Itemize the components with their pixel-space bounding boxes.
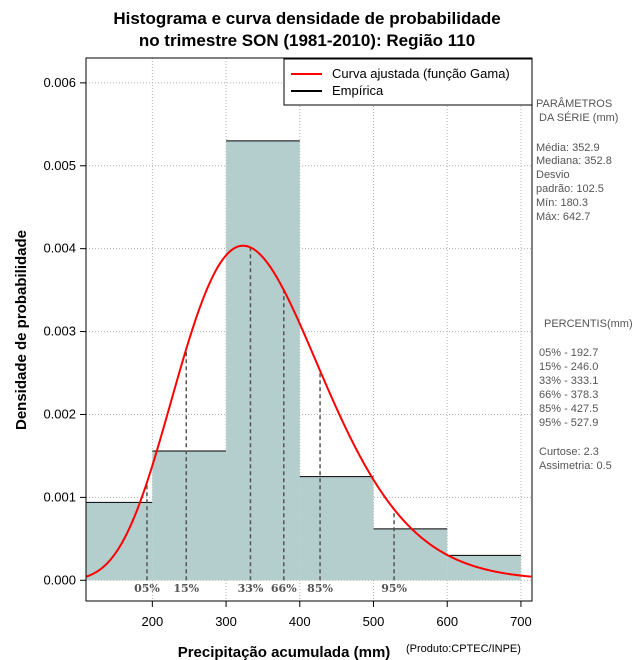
y-tick-label: 0.000 [43, 572, 76, 587]
histogram-bar [86, 502, 153, 581]
x-tick-label: 300 [215, 614, 237, 629]
percentile-label: 85% [307, 582, 333, 595]
percentis-line: 95% - 527.9 [539, 417, 598, 429]
params-panel: PARÂMETROS DA SÉRIE (mm) Média: 352.9 Me… [536, 97, 618, 223]
percentis-title: PERCENTIS(mm) [544, 318, 633, 330]
x-axis-label: Precipitação acumulada (mm) [178, 644, 391, 660]
percentis-line: 05% - 192.7 [539, 347, 598, 359]
y-tick-label: 0.003 [43, 324, 76, 339]
params-line: Desvio [536, 169, 570, 181]
legend-label-empirical: Empírica [332, 83, 384, 98]
percentis-line: 15% - 246.0 [539, 361, 598, 373]
percentis-line: 33% - 333.1 [539, 375, 598, 387]
params-title-line-2: DA SÉRIE (mm) [539, 111, 618, 124]
params-line: Mín: 180.3 [536, 197, 588, 209]
percentile-label: 15% [173, 582, 199, 595]
y-tick-label: 0.004 [43, 241, 76, 256]
percentis-panel: PERCENTIS(mm) 05% - 192.7 15% - 246.0 33… [539, 318, 633, 472]
chart-title-line-2: no trimestre SON (1981-2010): Região 110 [139, 31, 475, 50]
params-line: Mediana: 352.8 [536, 155, 612, 167]
histogram-bar [152, 450, 227, 581]
percentile-label: 66% [271, 582, 297, 595]
histogram-bars [86, 140, 521, 581]
histogram-bar [373, 528, 448, 581]
histogram-bar [226, 140, 300, 581]
percentile-label: 05% [134, 582, 160, 595]
fitted-curve-line [85, 244, 532, 578]
x-tick-label: 400 [289, 614, 311, 629]
legend-label-fitted: Curva ajustada (função Gama) [332, 66, 510, 81]
legend-box [283, 58, 533, 106]
assimetria-text: Assimetria: 0.5 [539, 460, 612, 472]
plot-border [85, 57, 533, 602]
x-tick-label: 700 [510, 614, 532, 629]
y-tick-label: 0.005 [43, 158, 76, 173]
x-tick-label: 200 [141, 614, 163, 629]
histogram-bar [447, 555, 521, 581]
y-tick-label: 0.002 [43, 406, 76, 421]
params-title-line-1: PARÂMETROS [536, 97, 612, 110]
curtose-text: Curtose: 2.3 [539, 446, 599, 458]
params-line: padrão: 102.5 [536, 183, 604, 195]
percentile-label: 33% [238, 582, 264, 595]
params-line: Máx: 642.7 [536, 211, 590, 223]
x-tick-label: 600 [436, 614, 458, 629]
fitted-curve [85, 244, 532, 578]
percentile-markers: 05% 15% 33% 66% 85% 95% [134, 247, 407, 595]
chart-title-line-1: Histograma e curva densidade de probabil… [113, 9, 500, 28]
params-line: Média: 352.9 [536, 142, 600, 154]
percentis-line: 66% - 378.3 [539, 389, 598, 401]
y-axis-label: Densidade de probabilidade [13, 230, 30, 430]
axes: 200 300 400 500 600 700 0.000 0.001 0.002 0.003 0.… [43, 75, 531, 629]
percentile-label: 95% [381, 582, 407, 595]
y-tick-label: 0.001 [43, 489, 76, 504]
credit-text: (Produto:CPTEC/INPE) [406, 643, 521, 655]
percentis-line: 85% - 427.5 [539, 403, 598, 415]
x-tick-label: 500 [363, 614, 385, 629]
histogram-bar [299, 476, 374, 581]
y-tick-label: 0.006 [43, 75, 76, 90]
legend: Curva ajustada (função Gama) Empírica [283, 58, 533, 106]
